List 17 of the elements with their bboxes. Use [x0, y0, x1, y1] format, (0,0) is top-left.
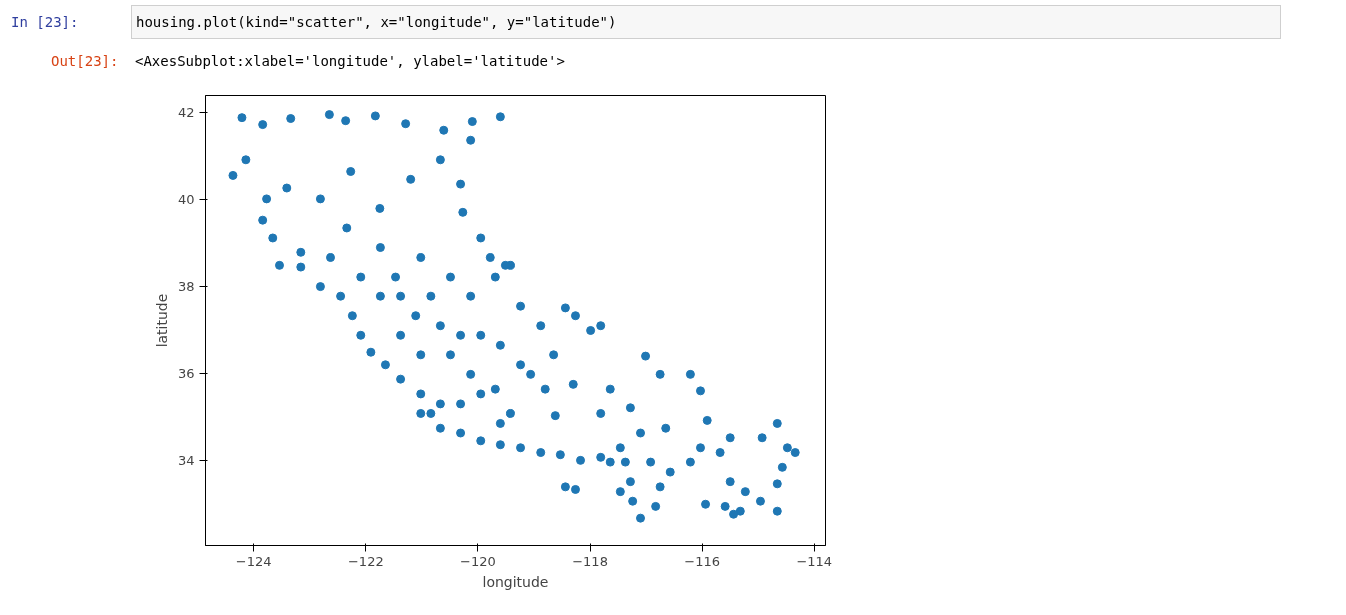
text: <AxesSubplot:xlabel='longitude', ylabel='latitude'>	[135, 52, 565, 71]
text: housing.plot(kind="scatter", x="longitude", y="latitude")	[131, 5, 1281, 39]
x-tick-label: −122	[347, 553, 384, 569]
y-tick-label: 38	[177, 279, 195, 295]
y-tick-label: 34	[177, 452, 195, 468]
x-tick-label: −116	[684, 553, 721, 569]
x-tick-label: −118	[572, 553, 608, 569]
x-axis-title: longitude	[482, 573, 549, 590]
y-tick-label: 42	[177, 105, 195, 121]
text: Out[23]:	[51, 52, 120, 71]
y-tick-label: 36	[177, 365, 195, 381]
x-tick-label: −114	[796, 553, 833, 569]
x-tick-label: −124	[235, 553, 272, 569]
text: In [23]:	[11, 13, 80, 32]
y-tick-label: 40	[177, 192, 195, 208]
x-tick-label: −120	[460, 553, 496, 569]
y-axis-title: latitude	[153, 293, 170, 348]
